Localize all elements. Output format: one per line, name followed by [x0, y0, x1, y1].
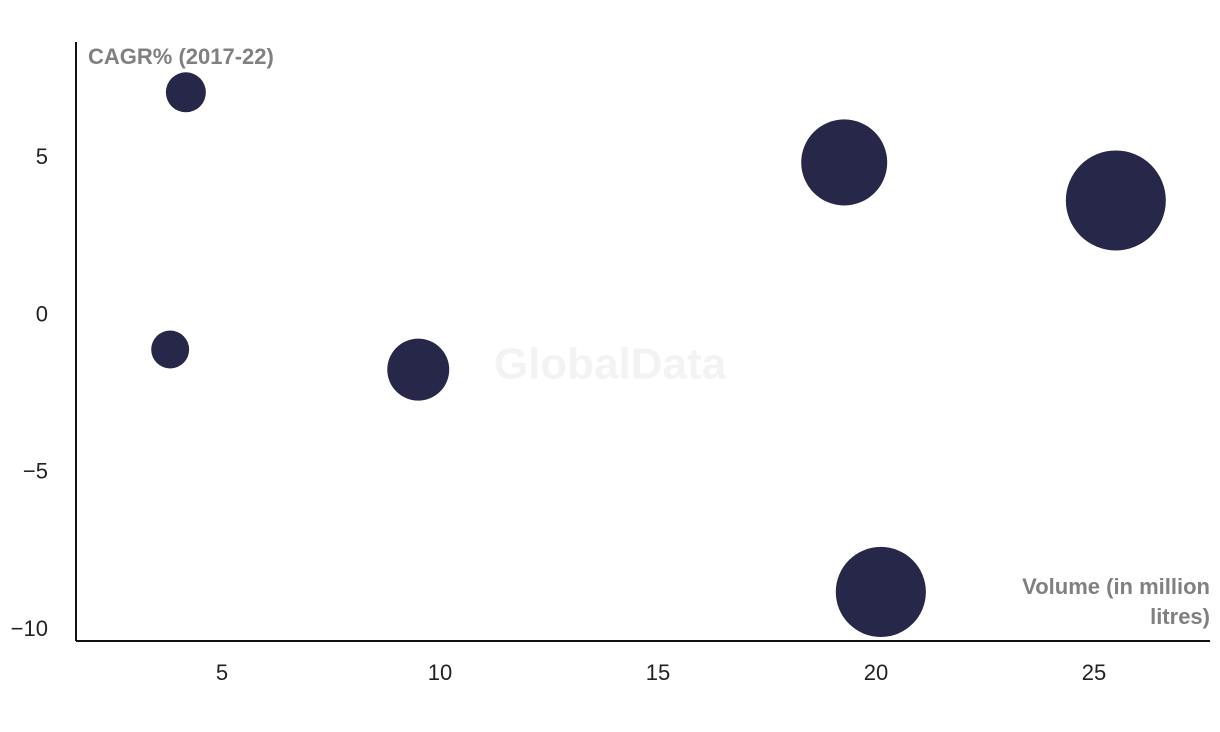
bubble: [835, 546, 926, 638]
y-tick-label: 5: [36, 144, 48, 169]
x-axis-title: Volume (in million litres): [1022, 574, 1210, 629]
y-tick-label: −10: [11, 616, 48, 641]
y-axis-title: CAGR% (2017-22): [88, 44, 274, 69]
x-tick-label: 25: [1082, 660, 1106, 685]
y-tick-label: 0: [36, 301, 48, 326]
x-tick-label: 10: [428, 660, 452, 685]
x-tick-label: 15: [646, 660, 670, 685]
x-tick-label: 20: [864, 660, 888, 685]
bubble: [151, 330, 190, 369]
bubble: [387, 338, 450, 401]
x-tick-label: 5: [216, 660, 228, 685]
bubble: [1065, 150, 1166, 251]
watermark: GlobalData: [494, 340, 727, 389]
y-tick-label: −5: [23, 459, 48, 484]
bubble: [165, 72, 206, 113]
bubble: [801, 119, 888, 206]
